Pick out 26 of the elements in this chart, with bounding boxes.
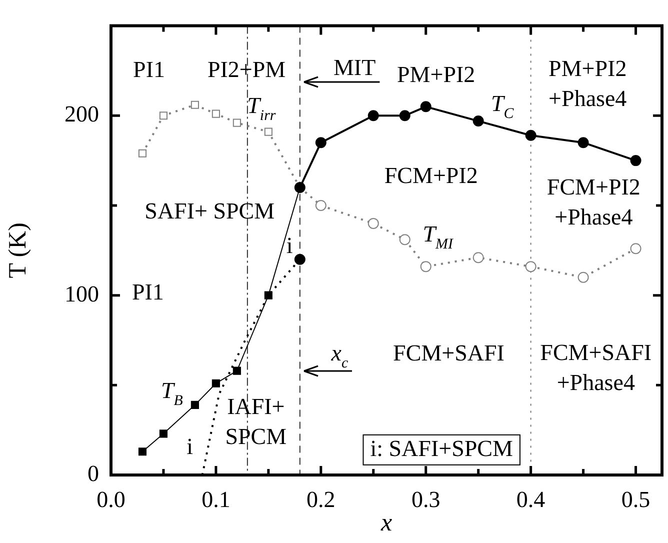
y-tick-label: 200 — [64, 102, 99, 127]
x-tick-label: 0.5 — [621, 486, 650, 512]
annotation: PM+PI2 +Phase4 — [548, 56, 628, 112]
annotation: i — [186, 434, 193, 460]
annotation: PM+PI2 — [397, 62, 476, 88]
annotation: FCM+PI2 +Phase4 — [546, 174, 640, 230]
annotation: PI1 — [133, 56, 165, 82]
x-tick-label: 0.4 — [516, 486, 546, 512]
annotation: IAFI+ SPCM — [225, 394, 287, 449]
annotation: SAFI+ SPCM — [144, 198, 275, 224]
annotation: PI1 — [132, 280, 164, 305]
annotation: FCM+PI2 — [384, 162, 478, 188]
annotation: i: SAFI+SPCM — [370, 436, 513, 461]
annotation: MIT — [333, 54, 376, 80]
x-axis-title: x — [380, 510, 392, 537]
annotation: PI2+PM — [207, 56, 286, 82]
y-tick-label: 0 — [88, 461, 99, 486]
y-axis-title: T (K) — [4, 222, 32, 278]
annotation: FCM+SAFI — [393, 340, 504, 366]
x-tick-label: 0.3 — [411, 486, 440, 512]
x-tick-label: 0.2 — [306, 486, 336, 512]
y-tick-label: 100 — [64, 281, 99, 306]
annotation: FCM+SAFI +Phase4 — [540, 340, 652, 396]
x-tick-label: 0.1 — [202, 486, 230, 512]
annotation: i — [286, 232, 293, 258]
x-tick-label: 0.0 — [96, 486, 126, 512]
